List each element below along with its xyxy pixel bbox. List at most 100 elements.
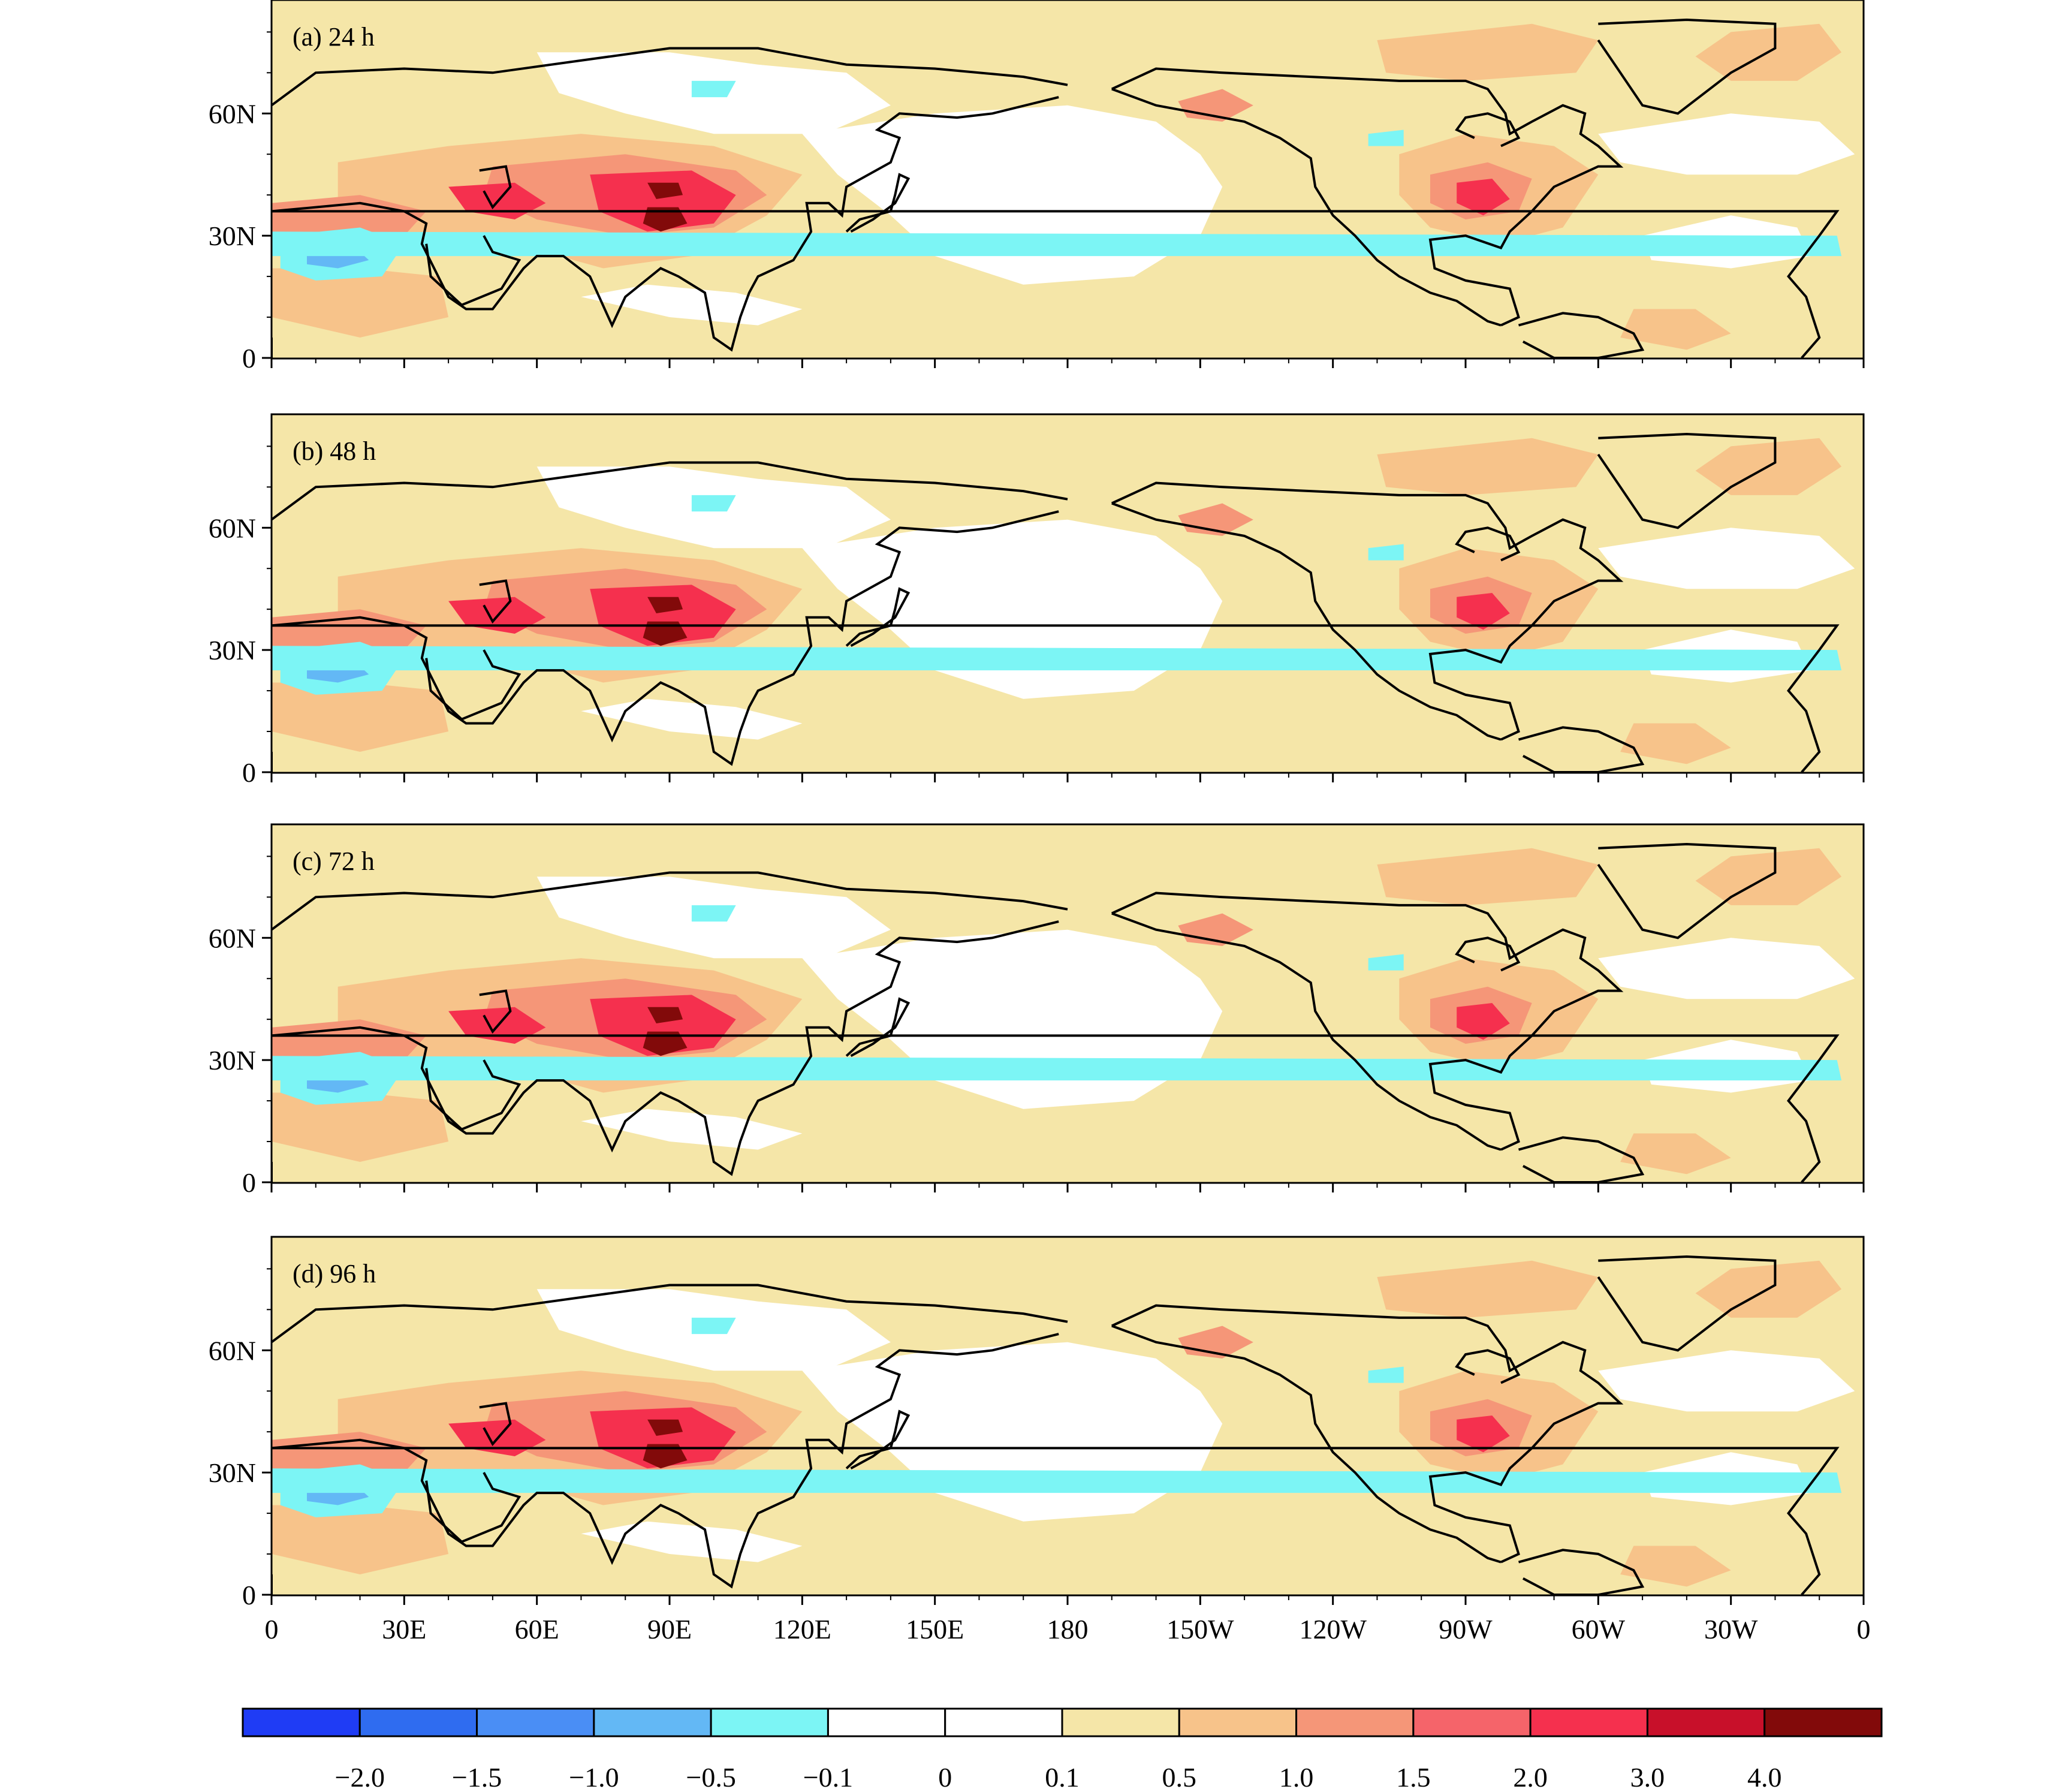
coastline	[1111, 502, 1502, 741]
lon-tick-label: 90W	[1439, 1614, 1493, 1645]
contour-region	[647, 1419, 683, 1436]
colorbar-box	[1763, 1707, 1883, 1737]
contour-region	[272, 268, 449, 338]
colorbar-label: 0	[938, 1762, 952, 1792]
panel-label: (a) 24 h	[293, 22, 375, 52]
coastline	[1597, 432, 1777, 529]
lon-tick-label: 30E	[382, 1614, 426, 1645]
colorbar-box	[242, 1707, 361, 1737]
lat-tick-label: 0	[242, 343, 256, 374]
colorbar-label: 1.0	[1279, 1762, 1314, 1792]
colorbar-box	[593, 1707, 712, 1737]
coastline	[272, 461, 1068, 521]
lon-tick-label: 150E	[906, 1614, 964, 1645]
contour-region	[1457, 1415, 1510, 1453]
contour-region	[1620, 723, 1731, 764]
coastline	[272, 1447, 1840, 1595]
colorbar-box	[358, 1707, 478, 1737]
contour-region	[1368, 129, 1404, 146]
contour-region	[647, 1007, 683, 1023]
coastline	[1455, 112, 1521, 147]
contour-region	[691, 495, 736, 512]
colorbar-box	[1061, 1707, 1180, 1737]
contour-region	[1620, 1133, 1731, 1174]
contour-region	[590, 995, 736, 1056]
colorbar-label: −0.1	[803, 1762, 853, 1792]
lat-tick-label: 60N	[209, 1335, 256, 1366]
lon-tick-label: 60E	[515, 1614, 559, 1645]
coastline	[272, 210, 1840, 359]
contour-region	[272, 682, 449, 752]
contour-region	[1598, 1350, 1855, 1412]
lon-tick-label: 0	[265, 1614, 279, 1645]
contour-region	[1377, 848, 1599, 905]
lon-tick-label: 150W	[1166, 1614, 1234, 1645]
lat-tick-label: 30N	[209, 635, 256, 665]
lon-tick-label: 120W	[1299, 1614, 1367, 1645]
coastline	[272, 47, 1068, 107]
coastline	[845, 173, 911, 233]
contour-region	[272, 231, 1842, 257]
contour-region	[1368, 544, 1404, 561]
coastline	[1111, 892, 1624, 1151]
coastline	[425, 1059, 521, 1131]
coastline	[1111, 1304, 1624, 1564]
colorbar-label: 2.0	[1513, 1762, 1548, 1792]
contour-region	[590, 170, 736, 232]
contour-region	[1457, 593, 1510, 630]
coastline	[425, 1472, 521, 1544]
coastline	[1111, 912, 1502, 1151]
coastline	[1111, 1324, 1502, 1564]
contour-region	[1620, 309, 1731, 350]
coastline	[272, 1284, 1068, 1344]
coastline	[845, 997, 911, 1058]
contour-region	[643, 621, 688, 646]
contour-region	[1377, 23, 1599, 81]
colorbar-label: 4.0	[1747, 1762, 1782, 1792]
lon-tick-label: 30W	[1704, 1614, 1758, 1645]
contour-region	[1598, 113, 1855, 175]
contour-region	[1377, 1260, 1599, 1318]
coastline	[1597, 1255, 1777, 1352]
panel-label: (c) 72 h	[293, 847, 375, 876]
contour-region	[1598, 528, 1855, 589]
contour-region	[1457, 1003, 1510, 1040]
colorbar-box	[1295, 1707, 1415, 1737]
coastline	[1455, 936, 1521, 972]
lat-tick-label: 60N	[209, 923, 256, 953]
coastline	[272, 871, 1068, 931]
coastline	[845, 1409, 911, 1470]
coastline	[1111, 88, 1502, 327]
map-panel-2: (b) 48 h 0 30N 60N	[209, 413, 1865, 788]
colorbar-label: −1.5	[452, 1762, 502, 1792]
contour-region	[581, 698, 803, 740]
contour-region	[590, 1407, 736, 1469]
lat-tick-label: 60N	[209, 513, 256, 543]
lat-tick-label: 30N	[209, 221, 256, 251]
colorbar-label: 3.0	[1630, 1762, 1665, 1792]
coastline	[425, 235, 521, 307]
contour-region	[647, 182, 683, 199]
lat-tick-label: 0	[242, 1580, 256, 1610]
colorbar-label: −0.5	[686, 1762, 735, 1792]
contour-region	[272, 1092, 449, 1162]
lon-tick-labels: 0 30E 60E 90E 120E 150E 180 150W 120W 90W 60W 30W 0	[265, 1614, 1871, 1645]
lon-tick-label: 60W	[1572, 1614, 1626, 1645]
colorbar: −2.0 −1.5 −1.0 −0.5 −0.1 0 0.1 0.5 1.0 1.5 2.0 3.0 4…	[242, 1707, 1883, 1792]
lon-tick-label: 0	[1857, 1614, 1871, 1645]
contour-region	[590, 585, 736, 646]
map-panel-4: (d) 96 h 0 30N 60N	[209, 1236, 1865, 1610]
lat-tick-label: 0	[242, 757, 256, 788]
lat-tick-label: 0	[242, 1167, 256, 1198]
lat-tick-label: 60N	[209, 98, 256, 129]
contour-region	[691, 905, 736, 922]
map-panel-1: (a) 24 h 0 30N 60N	[209, 0, 1865, 374]
lat-tick-label: 30N	[209, 1457, 256, 1488]
colorbar-box	[827, 1707, 946, 1737]
coastline	[1455, 526, 1521, 562]
colorbar-label: −1.0	[569, 1762, 619, 1792]
colorbar-label: −2.0	[335, 1762, 385, 1792]
contour-region	[272, 646, 1842, 671]
contour-region	[643, 207, 688, 232]
